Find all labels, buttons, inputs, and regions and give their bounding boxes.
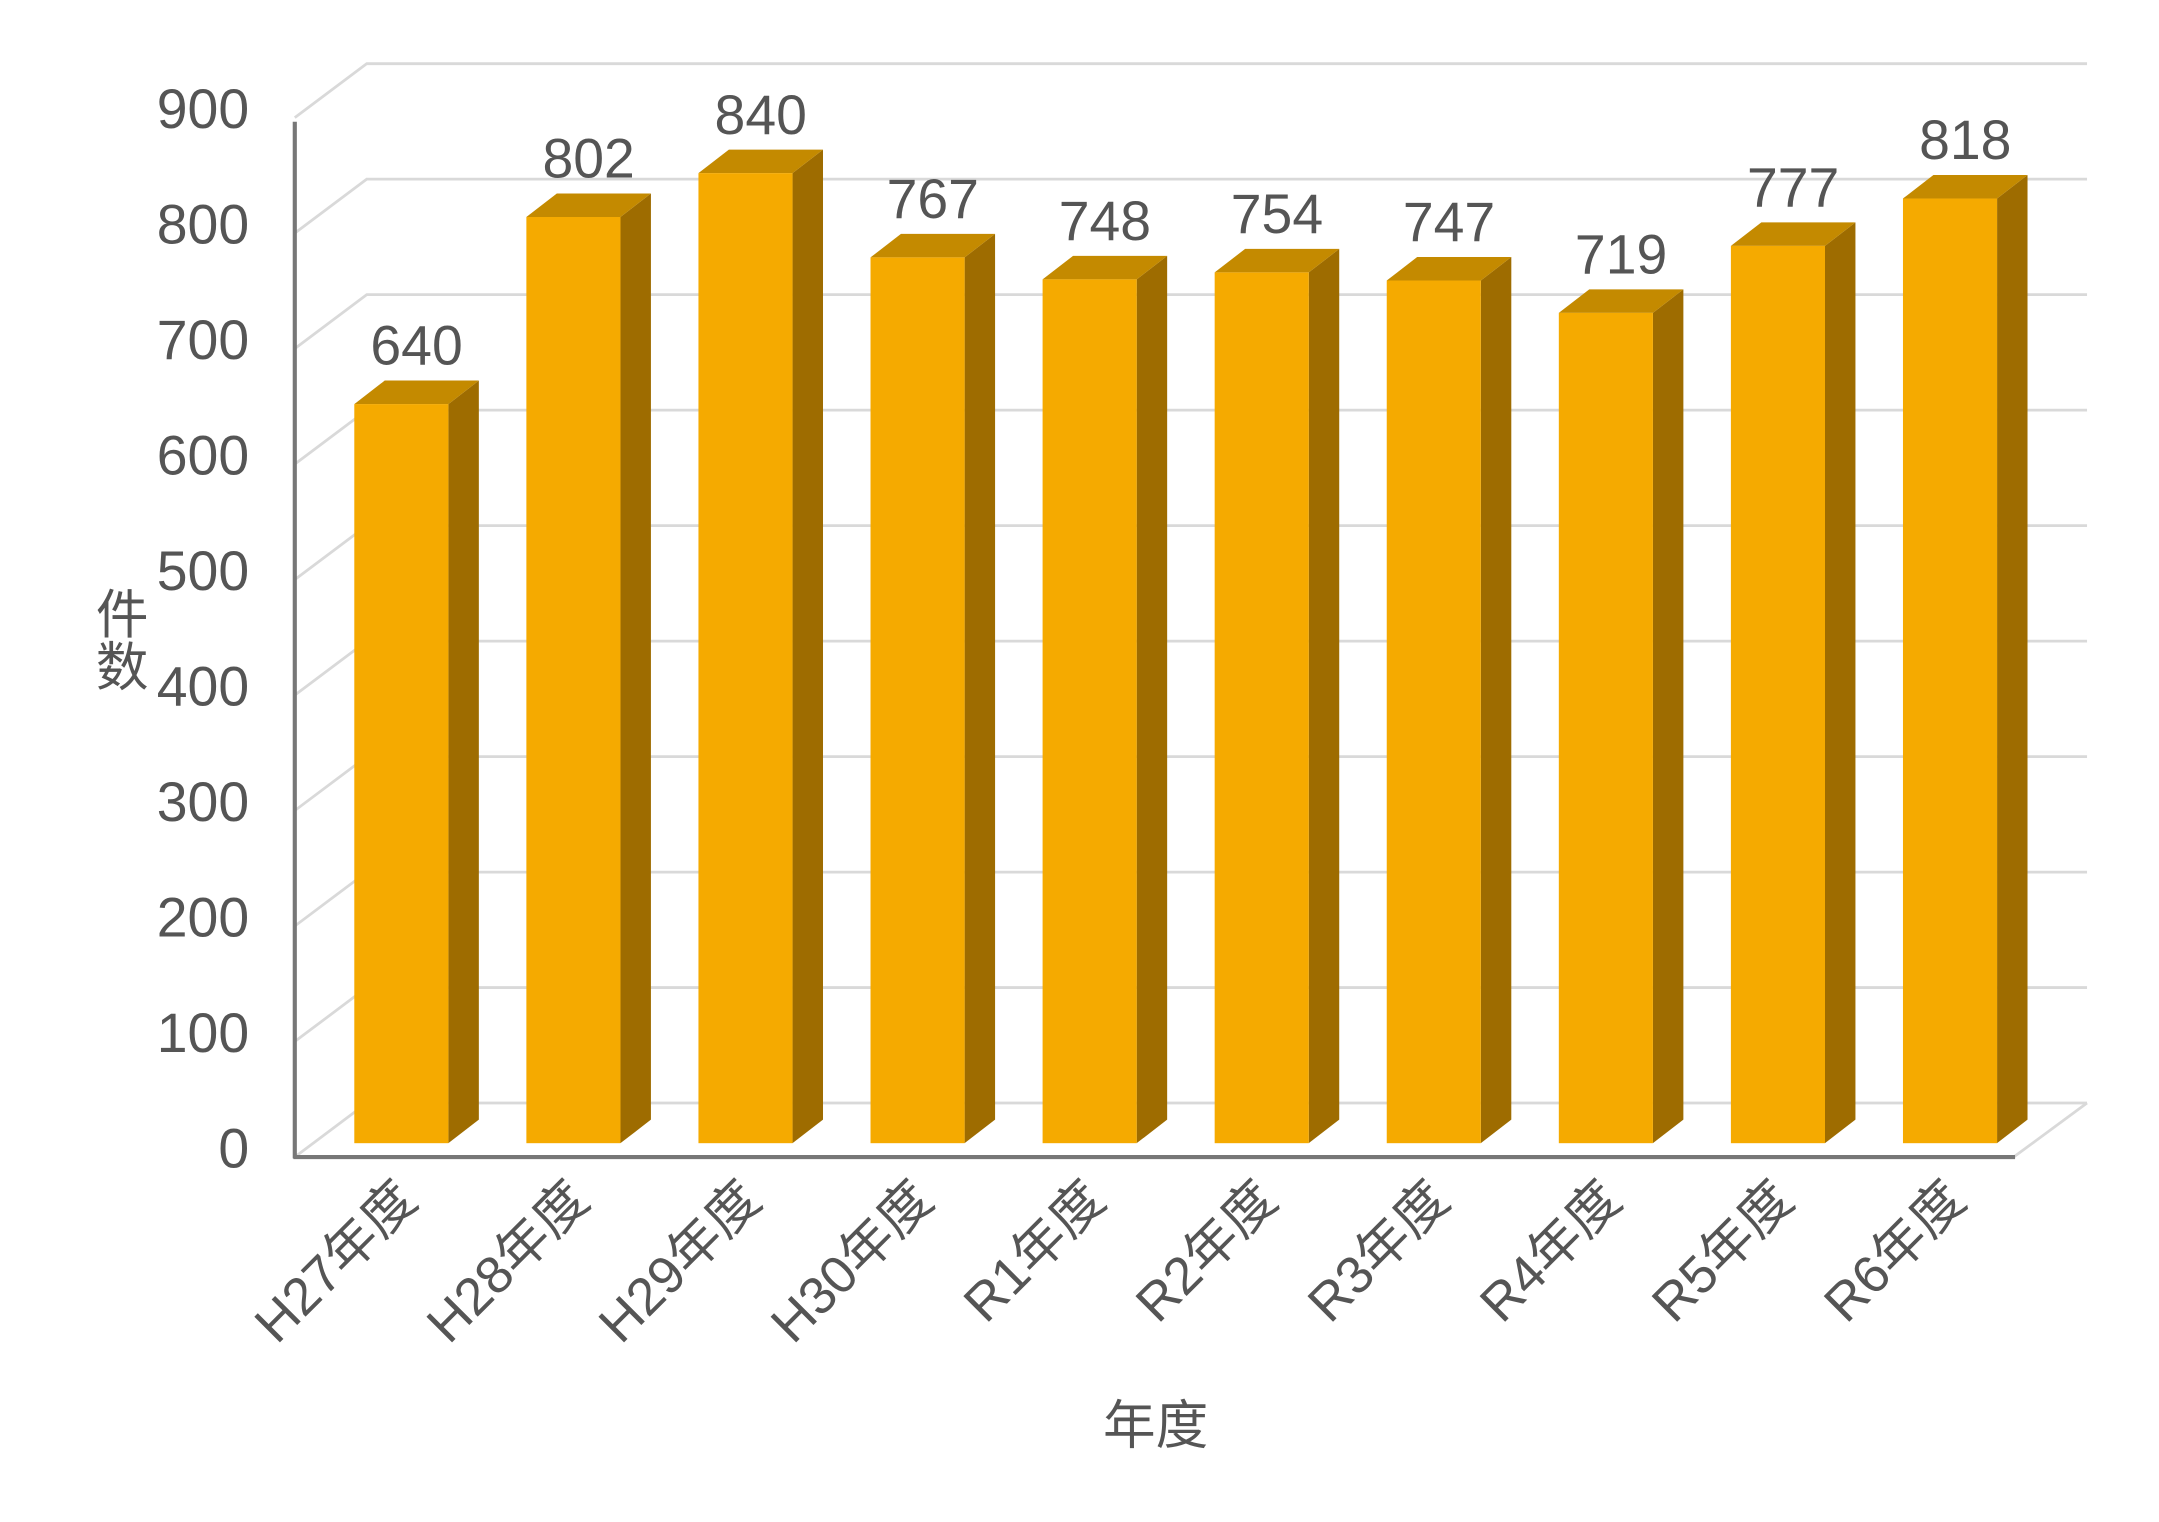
bar-side bbox=[964, 233, 996, 1144]
y-axis-title: 件数 bbox=[88, 587, 147, 692]
y-tick-label: 200 bbox=[157, 887, 249, 949]
bar-side bbox=[1997, 174, 2028, 1144]
value-label: 640 bbox=[370, 315, 462, 377]
value-label: 840 bbox=[715, 84, 807, 146]
x-axis-title: 年度 bbox=[1103, 1397, 1208, 1456]
y-tick-label: 900 bbox=[157, 78, 249, 140]
value-label: 747 bbox=[1403, 191, 1495, 253]
bar bbox=[1386, 280, 1481, 1144]
bar bbox=[526, 216, 621, 1144]
value-label: 754 bbox=[1231, 183, 1323, 245]
bar-side bbox=[1136, 255, 1168, 1144]
bar-top bbox=[1386, 256, 1512, 281]
bar-top bbox=[1730, 222, 1856, 246]
x-tick-label: R4年度 bbox=[1469, 1170, 1633, 1334]
value-label: 748 bbox=[1059, 190, 1151, 252]
bar-top bbox=[1214, 248, 1340, 273]
x-tick-label: R3年度 bbox=[1297, 1170, 1461, 1334]
x-tick-label: R2年度 bbox=[1125, 1170, 1289, 1334]
bar bbox=[1214, 272, 1309, 1144]
bar-side bbox=[792, 149, 824, 1144]
bar-top bbox=[870, 233, 996, 258]
grid-line bbox=[293, 177, 2088, 235]
bar bbox=[1558, 312, 1653, 1144]
grid-line bbox=[293, 293, 2088, 350]
bar-top bbox=[1042, 255, 1168, 280]
bar-side bbox=[1825, 222, 1856, 1144]
bar-top bbox=[1902, 174, 2028, 199]
value-label: 777 bbox=[1747, 157, 1839, 219]
x-tick-label: R1年度 bbox=[953, 1170, 1117, 1334]
bar-side bbox=[448, 380, 479, 1144]
x-axis-diagonal bbox=[2012, 1101, 2088, 1159]
bar-side bbox=[620, 193, 651, 1144]
x-tick-label: H30年度 bbox=[760, 1170, 944, 1354]
bar bbox=[698, 173, 793, 1144]
y-tick-label: 100 bbox=[157, 1002, 249, 1064]
x-tick-label: H29年度 bbox=[588, 1170, 772, 1354]
bar bbox=[1730, 245, 1826, 1144]
grid-line bbox=[293, 62, 2088, 119]
y-tick-label: 0 bbox=[218, 1117, 249, 1179]
bar bbox=[1042, 279, 1137, 1144]
value-label: 818 bbox=[1919, 109, 2011, 171]
bar bbox=[354, 404, 449, 1144]
bar bbox=[1902, 198, 1998, 1144]
x-tick-label: H27年度 bbox=[244, 1170, 428, 1354]
y-tick-label: 600 bbox=[157, 425, 249, 487]
x-tick-label: R5年度 bbox=[1641, 1170, 1805, 1334]
y-tick-label: 800 bbox=[157, 194, 249, 256]
x-tick-label: R6年度 bbox=[1813, 1170, 1977, 1334]
y-tick-label: 300 bbox=[157, 771, 249, 833]
y-tick-label: 700 bbox=[157, 309, 249, 371]
value-label: 802 bbox=[542, 128, 634, 190]
bar bbox=[870, 257, 965, 1144]
value-label: 719 bbox=[1575, 223, 1667, 285]
bar-top bbox=[698, 149, 824, 174]
y-tick-label: 400 bbox=[157, 656, 249, 718]
value-label: 767 bbox=[887, 168, 979, 230]
x-tick-label: H28年度 bbox=[416, 1170, 600, 1354]
bar-side bbox=[1652, 289, 1684, 1144]
bar-top bbox=[354, 380, 479, 405]
bar-side bbox=[1480, 256, 1512, 1144]
bar-top bbox=[526, 193, 651, 217]
bar-side bbox=[1308, 248, 1340, 1144]
y-tick-label: 500 bbox=[157, 540, 249, 602]
bar-top bbox=[1558, 289, 1684, 313]
